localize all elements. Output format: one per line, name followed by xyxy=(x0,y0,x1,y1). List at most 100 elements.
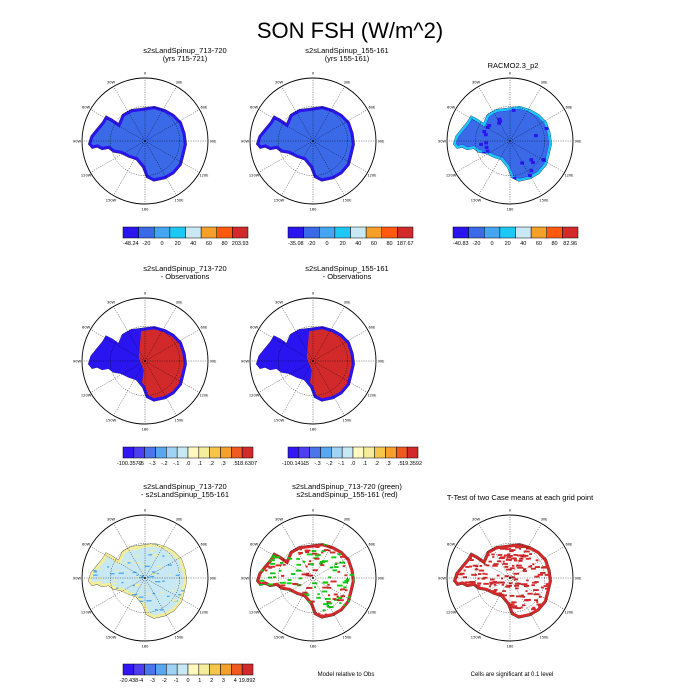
lon-label: 150E xyxy=(539,635,549,639)
lon-label: 150W xyxy=(471,635,482,639)
lon-label: 60E xyxy=(200,543,208,547)
colorbar-tick-label: .1 xyxy=(197,461,203,467)
colorbar-tick-label: .5 xyxy=(397,461,403,467)
colorbar-tick-label: 0 xyxy=(160,241,164,247)
colorbar-tick-label: -.2 xyxy=(161,461,168,467)
lon-label: 90E xyxy=(378,360,386,364)
colorbar-tick-label: -.5 xyxy=(302,461,309,467)
lon-label: 60E xyxy=(368,543,376,547)
colorbar-tick-label: -100.3579 xyxy=(116,461,142,467)
colorbar-tick-label: -40.83 xyxy=(453,241,469,247)
colorbar-tick-label: -20 xyxy=(142,241,151,247)
lon-label: 30W xyxy=(472,81,481,85)
lon-label: 150E xyxy=(342,418,352,422)
lon-label: 60W xyxy=(447,543,456,547)
colorbar-tick-label: .2 xyxy=(374,461,379,467)
lon-label: 90W xyxy=(241,140,250,144)
polar-frame xyxy=(81,77,209,205)
lon-label: 30E xyxy=(176,301,184,305)
note-significance: Cells are significant at 0.1 level xyxy=(470,672,554,678)
lon-label: 90W xyxy=(438,140,447,144)
continent-fill xyxy=(87,543,187,619)
lon-label: 30W xyxy=(275,518,284,522)
colorbar-tick-label: -3 xyxy=(150,678,155,684)
lon-label: 150E xyxy=(174,635,184,639)
colorbar-tick-label: -.1 xyxy=(172,461,180,467)
colorbar-tick-label: 2 xyxy=(210,678,214,684)
colorbar-tick-label: -2 xyxy=(161,678,167,684)
colorbar-cb7 xyxy=(122,663,254,676)
lon-label: 150E xyxy=(174,198,184,202)
lon-label: 30W xyxy=(107,81,116,85)
lon-label: 60W xyxy=(250,106,259,110)
lon-label: 30W xyxy=(275,81,284,85)
lon-label: 60W xyxy=(250,543,259,547)
panel-title-7: s2sLandSpinup_713-720- s2sLandSpinup_155… xyxy=(141,482,229,499)
colorbar-tick-label: -48.24 xyxy=(123,241,139,247)
lon-label: 120E xyxy=(367,174,377,178)
colorbar-tick-label: .5 xyxy=(232,461,238,467)
colorbar-tick-label: 187.67 xyxy=(396,241,414,247)
colorbar-tick-label: 19.3592 xyxy=(402,461,423,467)
lon-label: 60E xyxy=(368,106,376,110)
panel-title-8: s2sLandSpinup_713-720 (green) s2sLandSpin… xyxy=(292,482,402,499)
lon-label: 90W xyxy=(241,360,250,364)
lon-label: 90W xyxy=(241,577,250,581)
colorbar-tick-label: .0 xyxy=(185,461,191,467)
colorbar-tick-label: -1 xyxy=(173,678,179,684)
lon-label: 30E xyxy=(176,81,184,85)
panel-title-3: RACMO2.3_p2 xyxy=(487,61,539,70)
lon-label: 120E xyxy=(199,611,209,615)
lon-label: 0 xyxy=(509,509,512,513)
lon-label: 90E xyxy=(575,140,583,144)
colorbar-tick-label: -.3 xyxy=(149,461,156,467)
lon-label: 90E xyxy=(210,577,218,581)
lon-label: 180 xyxy=(507,208,515,212)
polar-frame xyxy=(446,514,574,642)
lon-label: 0 xyxy=(144,509,147,513)
continent-fill xyxy=(452,105,552,182)
colorbar-tick-label: .2 xyxy=(209,461,214,467)
colorbar-tick-label: 20 xyxy=(504,241,511,247)
note-model-relative: Model relative to Obs xyxy=(317,672,375,678)
lon-label: 150E xyxy=(539,198,549,202)
colorbar-tick-label: -20 xyxy=(472,241,481,247)
lon-label: 30W xyxy=(275,301,284,305)
lon-label: 30E xyxy=(344,81,352,85)
lon-label: 120W xyxy=(249,394,260,398)
lon-label: 120E xyxy=(564,611,574,615)
lon-label: 180 xyxy=(310,428,318,432)
lon-label: 0 xyxy=(144,72,147,76)
colorbar-tick-label: -20.438 xyxy=(119,678,139,684)
lon-label: 30E xyxy=(541,518,549,522)
lon-label: 150W xyxy=(106,635,117,639)
lon-label: 150E xyxy=(342,198,352,202)
map-panel-p7: 0 30E 60E 90E 120E 150E 180 150W 120W 90W 60W 30W xyxy=(73,509,217,649)
panel-title-5: s2sLandSpinup_155-161- Observations xyxy=(305,264,389,281)
lon-label: 90W xyxy=(438,577,447,581)
lon-label: 60E xyxy=(368,326,376,330)
lon-label: 150W xyxy=(274,418,285,422)
lon-label: 120E xyxy=(564,174,574,178)
lon-label: 30W xyxy=(472,518,481,522)
colorbar-tick-label: 80 xyxy=(221,241,228,247)
lon-label: 30E xyxy=(176,518,184,522)
map-panel-p2: 0 30E 60E 90E 120E 150E 180 150W 120W 90W 60W 30W xyxy=(241,72,385,212)
lon-label: 0 xyxy=(312,509,315,513)
colorbar-tick-label: -.2 xyxy=(326,461,333,467)
lon-label: 60W xyxy=(82,106,91,110)
colorbar-tick-label: 1 xyxy=(198,678,202,684)
lon-label: 120W xyxy=(81,174,92,178)
colorbar-tick-label: 80 xyxy=(386,241,393,247)
lon-label: 30E xyxy=(344,518,352,522)
polar-frame xyxy=(81,514,209,642)
lon-label: 120W xyxy=(249,174,260,178)
colorbar-tick-label: 82.96 xyxy=(563,241,578,247)
lon-label: 180 xyxy=(142,645,150,649)
continent-fill xyxy=(452,543,552,619)
lon-label: 60E xyxy=(565,543,573,547)
lon-label: 30E xyxy=(541,81,549,85)
lon-label: 30W xyxy=(107,518,116,522)
map-panel-p1: 0 30E 60E 90E 120E 150E 180 150W 120W 90W 60W 30W xyxy=(73,72,217,212)
lon-label: 90E xyxy=(378,577,386,581)
